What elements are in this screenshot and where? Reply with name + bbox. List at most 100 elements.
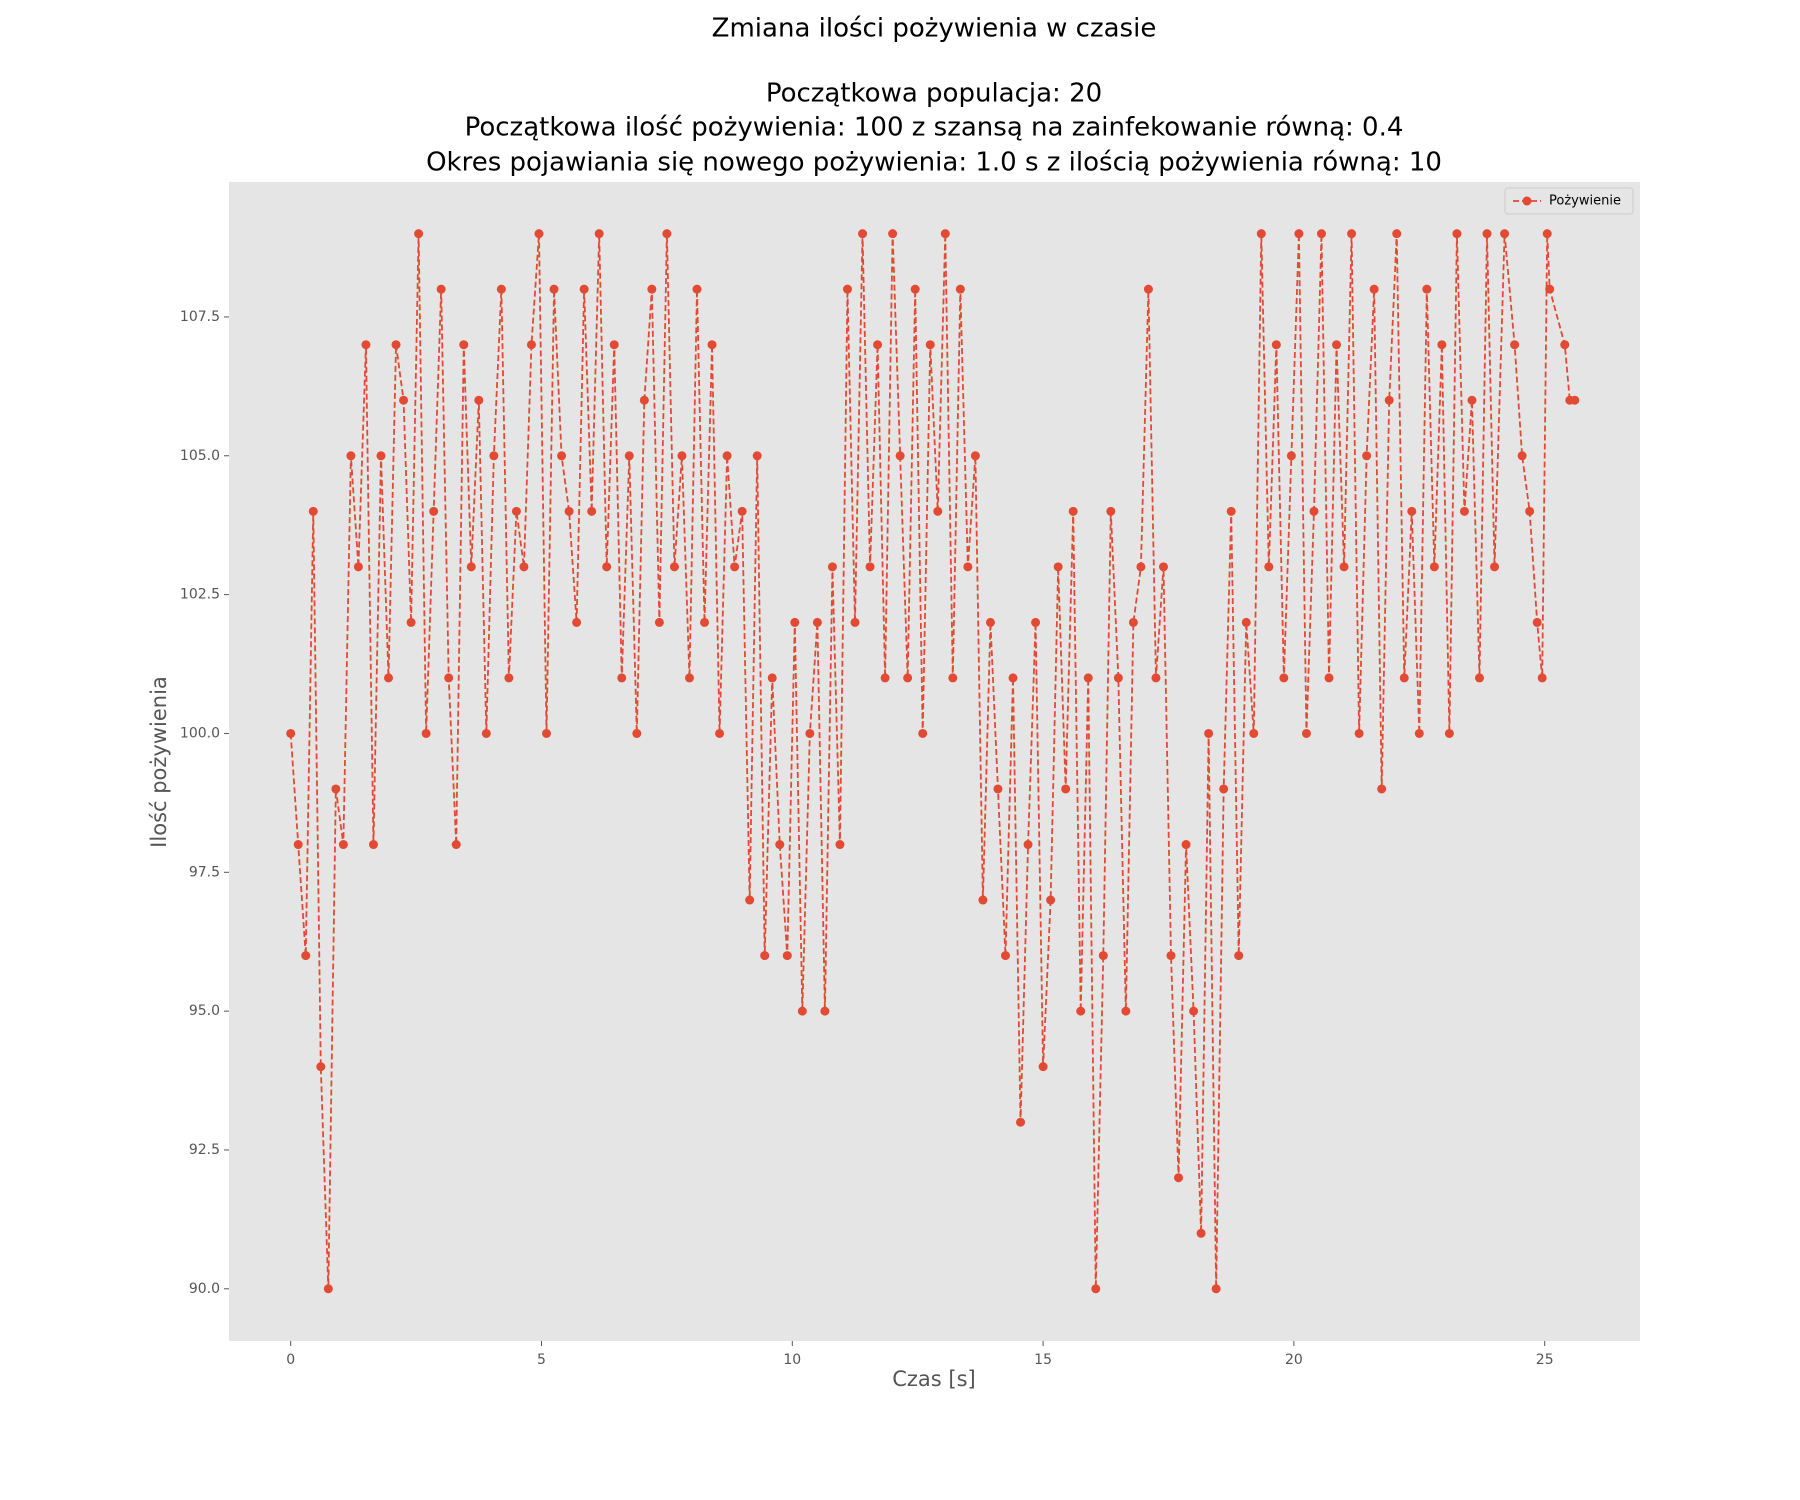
data-point: [617, 673, 627, 683]
data-point: [1570, 395, 1580, 405]
data-point: [511, 506, 521, 516]
data-point: [1068, 506, 1078, 516]
y-tick-label: 97.5: [189, 864, 220, 880]
data-point: [572, 617, 582, 627]
data-point: [1482, 229, 1492, 239]
data-point: [1324, 673, 1334, 683]
data-point: [1053, 562, 1063, 572]
data-point: [963, 562, 973, 572]
data-point: [557, 451, 567, 461]
data-point: [775, 840, 785, 850]
plot-area: [229, 182, 1640, 1341]
data-point: [1301, 728, 1311, 738]
data-point: [542, 728, 552, 738]
data-point: [1128, 617, 1138, 627]
data-point: [1204, 728, 1214, 738]
data-point: [730, 562, 740, 572]
y-tick-label: 95.0: [189, 1003, 220, 1019]
data-point: [820, 1006, 830, 1016]
data-point: [715, 728, 725, 738]
data-point: [1444, 728, 1454, 738]
data-point: [745, 895, 755, 905]
data-point: [564, 506, 574, 516]
data-point: [1452, 229, 1462, 239]
y-tick-label: 90.0: [189, 1281, 220, 1297]
data-point: [1271, 340, 1281, 350]
data-point: [1510, 340, 1520, 350]
data-point: [459, 340, 469, 350]
data-point: [1384, 395, 1394, 405]
data-point: [1038, 1062, 1048, 1072]
data-point: [1106, 506, 1116, 516]
data-point: [579, 284, 589, 294]
data-point: [1459, 506, 1469, 516]
data-point: [1407, 506, 1417, 516]
data-point: [1354, 728, 1364, 738]
data-point: [903, 673, 913, 683]
data-point: [286, 728, 296, 738]
data-point: [624, 451, 634, 461]
y-tick-label: 107.5: [180, 309, 220, 325]
data-point: [850, 617, 860, 627]
data-point: [1532, 617, 1542, 627]
data-point: [895, 451, 905, 461]
data-point: [940, 229, 950, 239]
data-point: [1031, 617, 1041, 627]
data-point: [1362, 451, 1372, 461]
x-tick-label: 0: [286, 1352, 295, 1368]
data-point: [1537, 673, 1547, 683]
chart-subtitle: Początkowa populacja: 20: [766, 79, 1102, 109]
data-point: [1279, 673, 1289, 683]
data-point: [782, 951, 792, 961]
data-point: [399, 395, 409, 405]
data-point: [1196, 1228, 1206, 1238]
y-tick-label: 105.0: [180, 448, 220, 464]
data-point: [858, 229, 868, 239]
x-axis-label: Czas [s]: [892, 1367, 976, 1391]
data-point: [925, 340, 935, 350]
data-point: [1309, 506, 1319, 516]
data-point: [376, 451, 386, 461]
data-point: [1061, 784, 1071, 794]
data-point: [301, 951, 311, 961]
data-point: [489, 451, 499, 461]
data-point: [827, 562, 837, 572]
data-point: [361, 340, 371, 350]
data-point: [368, 840, 378, 850]
data-point: [722, 451, 732, 461]
data-point: [933, 506, 943, 516]
data-point: [1226, 506, 1236, 516]
data-point: [1429, 562, 1439, 572]
data-point: [970, 451, 980, 461]
data-point: [316, 1062, 326, 1072]
data-point: [1525, 506, 1535, 516]
data-point: [752, 451, 762, 461]
data-point: [790, 617, 800, 627]
data-point: [978, 895, 988, 905]
data-point: [812, 617, 822, 627]
data-point: [737, 506, 747, 516]
data-point: [1000, 951, 1010, 961]
data-point: [609, 340, 619, 350]
data-point: [1158, 562, 1168, 572]
data-point: [707, 340, 717, 350]
data-point: [647, 284, 657, 294]
data-point: [1076, 1006, 1086, 1016]
data-point: [948, 673, 958, 683]
data-point: [1347, 229, 1357, 239]
data-point: [835, 840, 845, 850]
data-point: [1211, 1284, 1221, 1294]
data-point: [873, 340, 883, 350]
data-point: [955, 284, 965, 294]
data-point: [1467, 395, 1477, 405]
data-point: [805, 728, 815, 738]
data-point: [549, 284, 559, 294]
data-line: [289, 233, 1575, 1289]
data-point: [1143, 284, 1153, 294]
data-point: [451, 840, 461, 850]
legend-box: [1504, 187, 1634, 215]
data-point: [1414, 728, 1424, 738]
data-point: [880, 673, 890, 683]
data-point: [1098, 951, 1108, 961]
